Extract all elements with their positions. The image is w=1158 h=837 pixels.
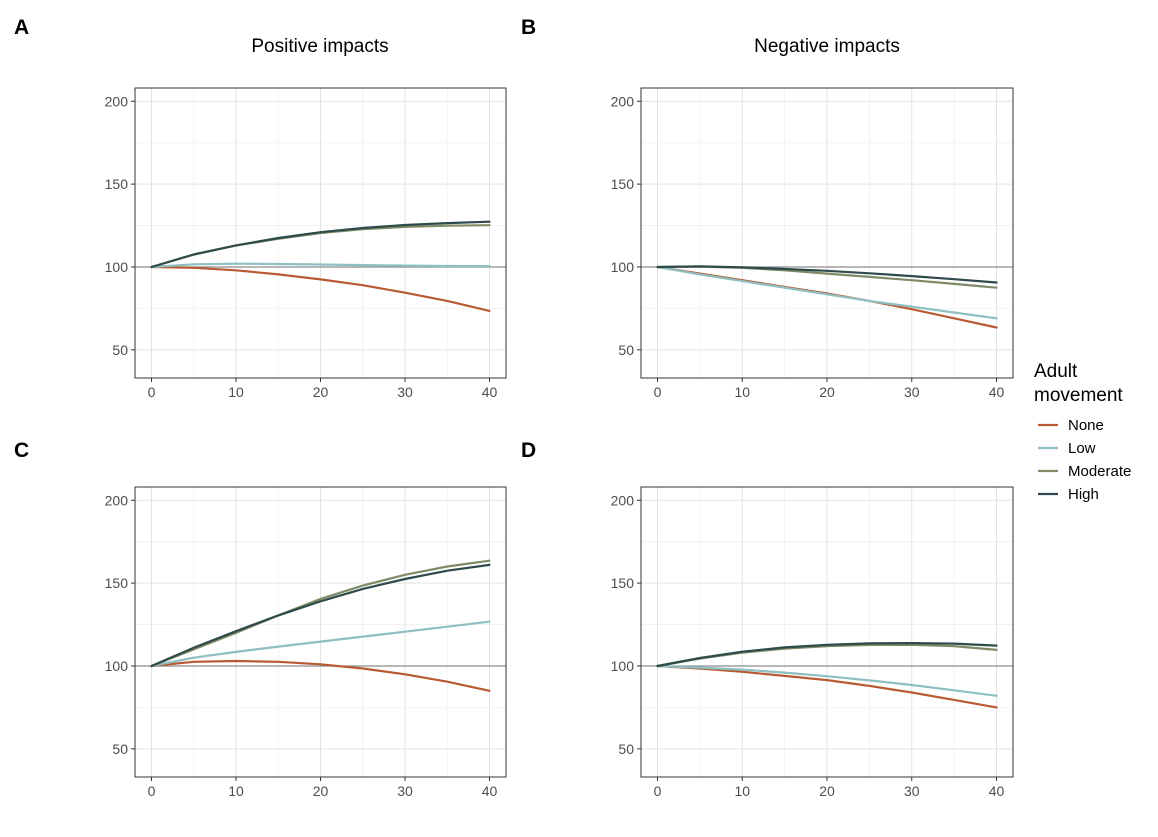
- x-tick-label: 30: [904, 783, 920, 799]
- panel-a: 0 10 20 30 40 50 100 150 200: [105, 87, 507, 400]
- legend-title-line1: Adult: [1034, 361, 1078, 382]
- series-line-high: [150, 220, 491, 269]
- x-tick-label: 10: [734, 783, 750, 799]
- x-tick-label: 0: [654, 384, 662, 400]
- legend-title-line2: movement: [1034, 385, 1123, 406]
- panel-letter-b: B: [521, 16, 536, 39]
- x-tick-label: 20: [313, 384, 329, 400]
- series-line-none: [150, 265, 491, 312]
- x-tick-label: 10: [228, 384, 244, 400]
- legend-label-low: Low: [1068, 440, 1096, 457]
- x-tick-label: 20: [819, 384, 835, 400]
- y-tick-label: 200: [105, 93, 129, 109]
- series-line-none: [150, 659, 491, 692]
- y-tick-label: 150: [611, 575, 635, 591]
- series-line-low: [150, 262, 491, 269]
- column-title-negative: Negative impacts: [754, 36, 900, 57]
- x-tick-label: 40: [989, 384, 1005, 400]
- legend-label-moderate: Moderate: [1068, 463, 1131, 480]
- x-tick-label: 20: [313, 783, 329, 799]
- series-line-high: [150, 563, 491, 668]
- legend: Adult movement None Low Moderate High: [1034, 361, 1131, 503]
- series-line-none: [656, 664, 998, 709]
- panel-d: 0 10 20 30 40 50 100 150 200: [611, 486, 1014, 799]
- panel-c: 0 10 20 30 40 50 100 150 200: [105, 486, 507, 799]
- y-tick-label: 50: [112, 342, 128, 358]
- y-tick-label: 200: [611, 93, 635, 109]
- y-tick-label: 100: [611, 259, 635, 275]
- x-tick-label: 0: [148, 783, 156, 799]
- series-line-low: [656, 265, 998, 320]
- y-tick-label: 150: [611, 176, 635, 192]
- panel-letter-a: A: [14, 16, 29, 39]
- y-tick-label: 200: [105, 492, 129, 508]
- x-tick-label: 10: [734, 384, 750, 400]
- y-tick-label: 200: [611, 492, 635, 508]
- legend-label-high: High: [1068, 486, 1099, 503]
- series-line-moderate: [150, 559, 491, 668]
- x-tick-label: 0: [148, 384, 156, 400]
- y-tick-label: 100: [105, 658, 129, 674]
- x-tick-label: 40: [482, 783, 498, 799]
- legend-items: None Low Moderate High: [1038, 417, 1131, 503]
- y-tick-label: 50: [618, 342, 634, 358]
- x-tick-label: 30: [397, 783, 413, 799]
- series-line-low: [656, 664, 998, 697]
- x-tick-label: 40: [989, 783, 1005, 799]
- y-tick-label: 50: [618, 741, 634, 757]
- x-tick-label: 10: [228, 783, 244, 799]
- panel-b: 0 10 20 30 40 50 100 150 200: [611, 87, 1014, 400]
- x-tick-label: 30: [904, 384, 920, 400]
- y-tick-label: 50: [112, 741, 128, 757]
- y-tick-label: 150: [105, 575, 129, 591]
- panel-letter-c: C: [14, 439, 29, 462]
- series-line-high: [656, 265, 998, 284]
- y-tick-label: 150: [105, 176, 129, 192]
- y-tick-label: 100: [611, 658, 635, 674]
- column-title-positive: Positive impacts: [251, 36, 388, 57]
- legend-label-none: None: [1068, 417, 1104, 434]
- panel-letter-d: D: [521, 439, 536, 462]
- x-tick-label: 40: [482, 384, 498, 400]
- x-tick-label: 30: [397, 384, 413, 400]
- series-line-low: [150, 620, 491, 668]
- y-tick-label: 100: [105, 259, 129, 275]
- series-line-high: [656, 642, 998, 668]
- x-tick-label: 20: [819, 783, 835, 799]
- x-tick-label: 0: [654, 783, 662, 799]
